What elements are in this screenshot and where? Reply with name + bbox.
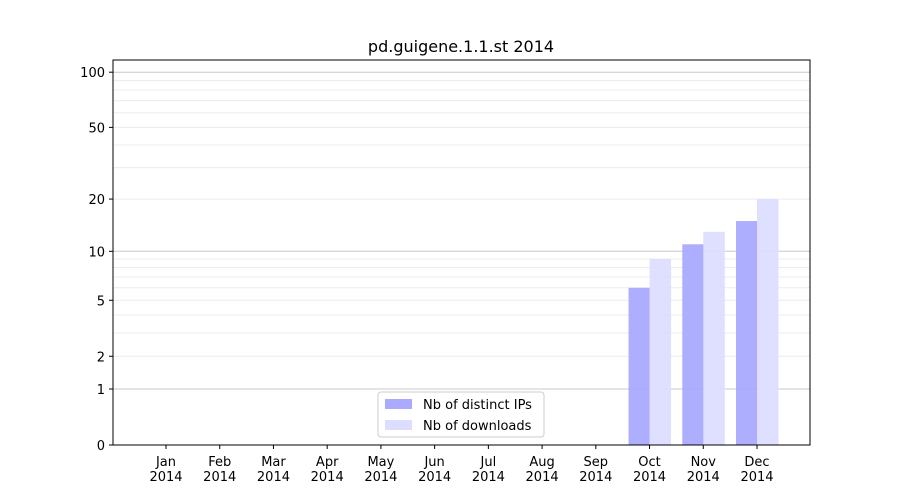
y-tick-label: 1 — [97, 383, 105, 398]
y-tick-label: 0 — [97, 439, 105, 454]
y-tick-label: 5 — [97, 294, 105, 309]
x-tick-label-line: 2014 — [472, 470, 505, 485]
x-tick-label-line: 2014 — [418, 470, 451, 485]
x-tick-label-line: 2014 — [526, 470, 559, 485]
x-tick-label: Feb 2014 — [203, 455, 236, 485]
y-tick-label: 2 — [97, 350, 105, 365]
x-tick-label-line: Mar — [261, 455, 286, 470]
legend: Nb of distinct IPs Nb of downloads — [377, 391, 545, 438]
bar-downloads — [649, 259, 672, 445]
bar-distinct-ips — [628, 287, 651, 445]
x-tick-label-line: Dec — [744, 455, 769, 470]
x-tick-label: Mar 2014 — [257, 455, 290, 485]
x-tick-label-line: Apr — [316, 455, 339, 470]
x-tick-label-line: 2014 — [311, 470, 344, 485]
legend-label: Nb of downloads — [423, 419, 532, 434]
x-tick-label: Jan 2014 — [149, 455, 182, 485]
legend-label: Nb of distinct IPs — [423, 398, 532, 413]
x-tick-label-line: Jan — [155, 455, 176, 470]
x-tick-label-line: 2014 — [149, 470, 182, 485]
x-tick-label: Aug 2014 — [526, 455, 559, 485]
legend-swatch — [385, 420, 412, 430]
x-tick-label: Apr 2014 — [311, 455, 344, 485]
x-tick-label-line: Aug — [529, 455, 554, 470]
legend-box — [377, 391, 545, 438]
x-tick-label-line: 2014 — [633, 470, 666, 485]
x-tick-label-line: Jul — [480, 455, 497, 470]
x-tick-label: Sep 2014 — [579, 455, 612, 485]
bar-distinct-ips — [736, 221, 758, 445]
bar-downloads — [757, 199, 779, 445]
y-tick-label: 100 — [80, 66, 105, 81]
x-tick-label-line: 2014 — [257, 470, 290, 485]
x-tick-label: Jun 2014 — [418, 455, 451, 485]
x-tick-label: Nov 2014 — [687, 455, 720, 485]
x-tick-label-line: Feb — [208, 455, 231, 470]
y-tick-label: 20 — [88, 193, 105, 208]
x-tick-label-line: 2014 — [364, 470, 397, 485]
x-tick-label-line: Nov — [691, 455, 717, 470]
x-tick-label: Oct 2014 — [633, 455, 666, 485]
x-tick-label-line: 2014 — [579, 470, 612, 485]
x-tick-label-line: 2014 — [203, 470, 236, 485]
x-tick-label-line: 2014 — [687, 470, 720, 485]
y-tick-label: 50 — [88, 121, 105, 136]
x-tick-label-line: Sep — [584, 455, 609, 470]
x-tick-label-line: May — [367, 455, 394, 470]
chart-title: pd.guigene.1.1.st 2014 — [368, 37, 554, 56]
y-tick-label: 10 — [88, 245, 105, 260]
x-tick-label-line: Oct — [638, 455, 660, 470]
x-tick-label-line: 2014 — [740, 470, 773, 485]
bar-downloads — [703, 231, 725, 445]
bar-distinct-ips — [682, 244, 704, 445]
x-tick-label-line: Jun — [423, 455, 444, 470]
x-tick-label: Dec 2014 — [740, 455, 773, 485]
plot-frame — [112, 59, 811, 446]
x-tick-label: Jul 2014 — [472, 455, 505, 485]
legend-swatch — [385, 399, 412, 409]
x-tick-label: May 2014 — [364, 455, 397, 485]
